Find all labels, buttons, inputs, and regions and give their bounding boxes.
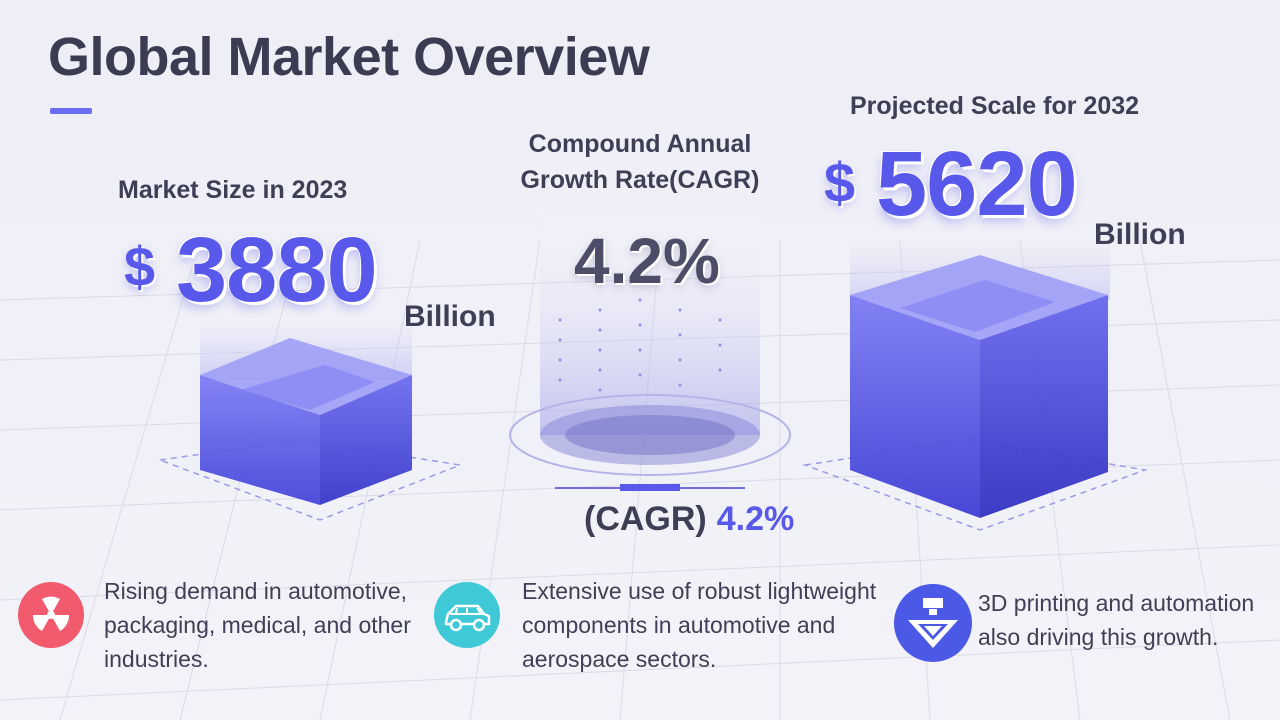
radiation-icon bbox=[32, 596, 70, 631]
cagr-summary-value: 4.2% bbox=[716, 500, 795, 538]
cagr-label: Compound Annual Growth Rate(CAGR) bbox=[500, 126, 780, 198]
projected-2032-label: Projected Scale for 2032 bbox=[850, 92, 1140, 120]
cube-2023 bbox=[159, 320, 463, 521]
projected-2032-value: 5620 bbox=[876, 133, 1078, 235]
page-title: Global Market Overview bbox=[48, 27, 650, 87]
driver-1-line-2: packaging, medical, and other bbox=[104, 612, 411, 638]
driver-1-line-3: industries. bbox=[104, 646, 209, 672]
cagr-cylinder bbox=[509, 200, 791, 491]
driver-3-text: 3D printing and automation also driving … bbox=[978, 586, 1278, 654]
cagr-label-line1: Compound Annual bbox=[528, 130, 752, 158]
cagr-summary-label: (CAGR) bbox=[584, 500, 707, 538]
driver-2-text: Extensive use of robust lightweight comp… bbox=[522, 574, 892, 676]
3d-printer-icon bbox=[908, 598, 958, 648]
driver-1-line-1: Rising demand in automotive, bbox=[104, 578, 407, 604]
cagr-summary: (CAGR) 4.2% bbox=[584, 500, 794, 539]
driver-3-line-2: also driving this growth. bbox=[978, 624, 1219, 650]
projected-2032-currency: $ bbox=[824, 151, 856, 214]
driver-2-icon-circle bbox=[434, 582, 500, 648]
cagr-label-line2: Growth Rate(CAGR) bbox=[520, 166, 760, 194]
market-2023-value: 3880 bbox=[176, 219, 378, 321]
market-2023-unit: Billion bbox=[404, 300, 496, 333]
driver-1-text: Rising demand in automotive, packaging, … bbox=[104, 574, 434, 676]
market-2023-currency: $ bbox=[124, 235, 156, 298]
car-icon bbox=[444, 604, 491, 632]
title-underline bbox=[50, 108, 92, 114]
cagr-value: 4.2% bbox=[574, 225, 720, 297]
driver-2-line-2: components in automotive and bbox=[522, 612, 836, 638]
market-2023-label: Market Size in 2023 bbox=[118, 176, 348, 204]
driver-2-line-1: Extensive use of robust lightweight bbox=[522, 578, 877, 604]
driver-3-icon-circle bbox=[894, 584, 972, 662]
cube-2032 bbox=[802, 240, 1148, 531]
driver-2-line-3: aerospace sectors. bbox=[522, 646, 717, 672]
driver-1-icon-circle bbox=[18, 582, 84, 648]
driver-3-line-1: 3D printing and automation bbox=[978, 590, 1255, 616]
